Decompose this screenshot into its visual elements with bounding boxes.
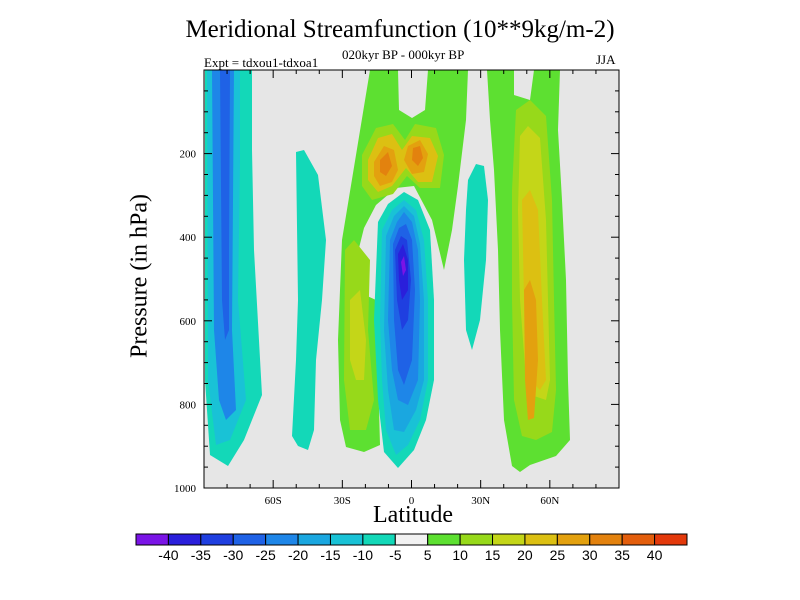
contour-nh-pos-orange [524,280,538,420]
colorbar-swatch [232,533,267,546]
colorbar-swatch [621,533,656,546]
x-tick-label: 0 [409,495,415,507]
plot-area: 200 400 600 800 1000 60S 30S 0 30N 60N [174,69,620,507]
colorbar-swatch [427,533,461,546]
colorbar-label: 35 [614,547,630,563]
chart-subtitle: 020kyr BP - 000kyr BP [342,47,465,62]
x-axis-label: Latitude [373,502,453,528]
colorbar-label: 40 [647,547,663,563]
colorbar-label: 25 [550,547,566,563]
x-axis-ticks: 60S 30S 0 30N 60N [226,70,597,507]
colorbar-label: 10 [452,547,468,563]
x-tick-label: 60N [540,495,559,507]
y-tick-label: 400 [180,232,197,244]
x-tick-label: 30S [334,495,351,507]
colorbar-swatch [654,533,688,546]
colorbar-swatch [265,533,299,546]
y-tick-label: 600 [180,316,197,328]
y-axis-label: Pressure (in hPa) [126,194,153,358]
contour-sh-pos-yellow [350,290,366,380]
colorbar-label: -5 [389,547,402,563]
colorbar-label: -25 [256,547,276,563]
y-tick-label: 200 [180,149,197,161]
colorbar-swatch [135,533,169,546]
colorbar-swatch [297,533,331,546]
x-tick-label: 30N [471,495,490,507]
x-tick-label: 60S [265,495,282,507]
contour-eq-violet [401,256,406,276]
colorbar-swatch [492,533,526,546]
colorbar-label: -35 [191,547,211,563]
colorbar-swatch [589,533,623,546]
colorbar-swatch [200,533,234,546]
colorbar-swatch [459,533,494,546]
colorbar-swatch [167,533,202,546]
contour-fields [205,70,570,472]
colorbar-label: -30 [223,547,243,563]
colorbar-swatch [556,533,591,546]
experiment-label: Expt = tdxou1-tdxoa1 [204,55,319,70]
y-tick-label: 1000 [174,483,197,495]
colorbar-swatch [362,533,396,546]
season-label: JJA [596,52,616,67]
colorbar-label: -20 [288,547,308,563]
colorbar-label: -15 [320,547,340,563]
colorbar-label: 15 [485,547,501,563]
chart-title: Meridional Streamfunction (10**9kg/m-2) [185,16,615,43]
colorbar-label: 30 [582,547,598,563]
colorbar: -40 -35 -30 -25 -20 -15 -10 -5 5 10 15 20 25 30 35 40 [135,533,688,563]
colorbar-swatch [524,533,558,546]
colorbar-swatch [329,533,364,546]
contour-sh-mid-cyan [292,150,326,450]
contour-nh-trop-cyan [464,164,488,350]
contour-upper-max-dark-orange [380,146,423,176]
colorbar-label: -40 [158,547,178,563]
contour-sh-cell-blue [220,70,230,340]
y-tick-label: 800 [180,399,197,411]
colorbar-swatch [394,533,429,546]
colorbar-label: 5 [424,547,432,563]
colorbar-label: -10 [353,547,373,563]
y-axis-ticks: 200 400 600 800 1000 [174,90,619,495]
colorbar-label: 20 [517,547,533,563]
